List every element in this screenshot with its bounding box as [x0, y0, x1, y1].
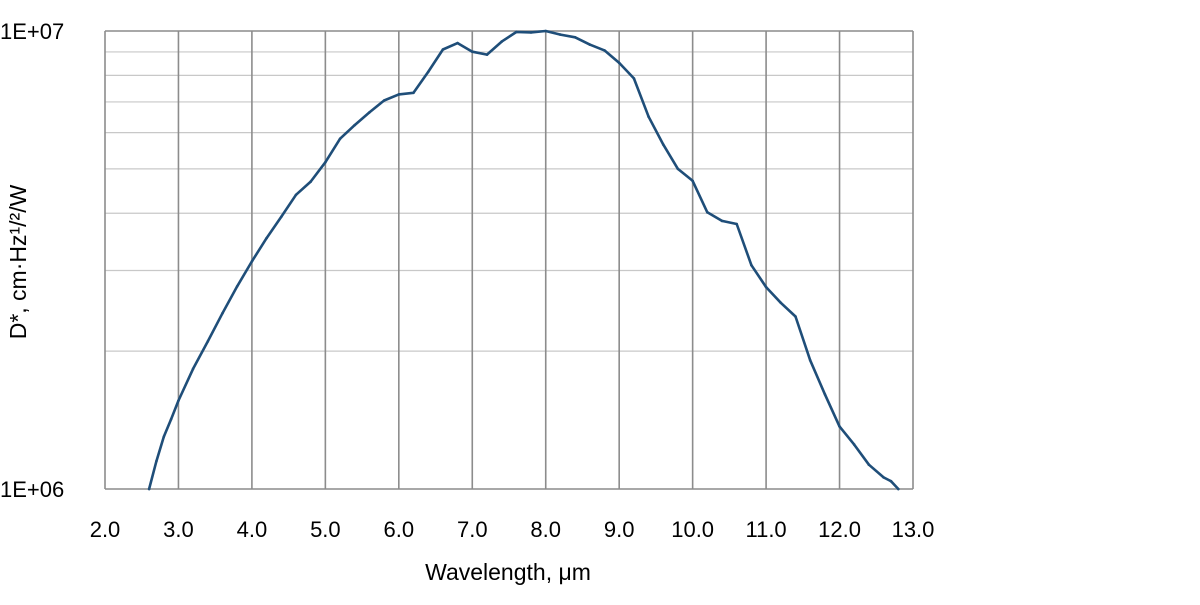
series-line-0: [147, 29, 900, 491]
data-point: [808, 359, 812, 362]
data-point: [500, 40, 504, 43]
y-tick-label: 1E+06: [0, 477, 64, 502]
data-point: [155, 459, 158, 463]
y-tick-label: 1E+07: [0, 19, 64, 44]
data-point: [324, 160, 327, 164]
data-point: [867, 463, 871, 467]
data-point: [897, 487, 900, 491]
data-point: [889, 479, 893, 483]
x-tick-label: 12.0: [818, 517, 861, 542]
data-point: [588, 43, 592, 46]
x-tick-label: 13.0: [892, 517, 935, 542]
data-point: [632, 77, 636, 80]
data-point: [573, 36, 577, 39]
x-tick-labels: 2.0 3.0 4.0 5.0 6.0 7.0 8.0 9.0 10.0 11.0 12.0 13.0: [90, 517, 935, 542]
data-point: [456, 41, 459, 45]
data-point: [515, 30, 518, 34]
y-axis-title: D*, cm·Hz¹/²/W: [5, 184, 31, 339]
data-point: [265, 236, 268, 240]
data-point: [169, 418, 173, 421]
x-tick-label: 3.0: [163, 517, 194, 542]
data-point: [338, 137, 342, 140]
x-axis-title: Wavelength, μm: [425, 559, 591, 585]
data-point: [676, 167, 680, 171]
data-point: [368, 111, 371, 114]
data-point: [647, 115, 650, 118]
data-point: [309, 180, 313, 183]
data-point: [662, 143, 665, 146]
data-point: [294, 193, 298, 197]
data-point: [544, 29, 547, 33]
data-point: [441, 48, 445, 51]
x-tick-label: 6.0: [384, 517, 415, 542]
data-point: [529, 31, 533, 34]
x-tick-label: 10.0: [671, 517, 714, 542]
x-tick-label: 4.0: [237, 517, 268, 542]
x-tick-label: 5.0: [310, 517, 341, 542]
data-point: [206, 340, 210, 343]
data-point: [485, 53, 489, 56]
x-tick-label: 2.0: [90, 517, 121, 542]
data-point: [382, 99, 386, 102]
data-point: [706, 211, 709, 214]
data-point: [617, 61, 621, 65]
data-point: [852, 443, 856, 446]
data-point: [162, 435, 166, 439]
data-point: [221, 311, 224, 315]
data-point: [794, 315, 797, 318]
data-point: [838, 425, 841, 428]
data-point: [764, 285, 768, 289]
data-point: [353, 123, 357, 127]
x-tick-label: 7.0: [457, 517, 488, 542]
data-point: [750, 263, 753, 267]
data-point: [250, 260, 254, 263]
data-point: [471, 50, 474, 53]
data-point: [191, 367, 195, 371]
data-point: [735, 222, 738, 226]
data-point: [720, 219, 724, 223]
data-point: [235, 285, 239, 288]
data-point: [691, 179, 694, 183]
series-layer: [147, 29, 900, 491]
x-tick-label: 8.0: [530, 517, 561, 542]
data-point: [397, 93, 401, 96]
data-point: [280, 215, 283, 219]
data-point: [177, 399, 180, 402]
data-point: [603, 49, 606, 52]
data-point: [823, 393, 827, 396]
data-point: [779, 301, 783, 305]
x-tick-label: 9.0: [604, 517, 635, 542]
grid-layer: [104, 30, 914, 490]
data-point: [426, 70, 430, 74]
data-point: [882, 476, 885, 479]
x-tick-label: 11.0: [745, 517, 786, 542]
y-tick-labels: 1E+07 1E+06: [0, 19, 64, 502]
data-point: [559, 33, 562, 36]
data-point: [412, 91, 415, 95]
data-point: [147, 487, 151, 491]
